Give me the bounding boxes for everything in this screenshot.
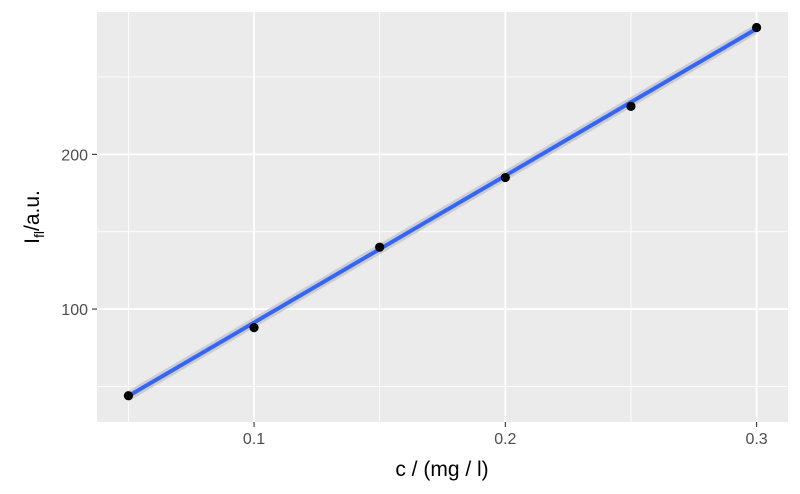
data-points — [123, 22, 762, 401]
x-tick-label-0: 0.1 — [243, 431, 265, 448]
y-axis-title-subscript: fl — [31, 231, 47, 238]
axis-ticks — [92, 153, 758, 427]
y-axis-title-rest: /a.u. — [21, 190, 44, 231]
y-tick-label-0: 100 — [61, 302, 88, 319]
y-axis-title: Ifl/a.u. — [21, 190, 47, 244]
x-tick-label-1: 0.2 — [494, 431, 516, 448]
y-tick-label-1: 200 — [61, 147, 88, 164]
major-gridlines — [97, 12, 788, 422]
data-point-3 — [500, 172, 510, 183]
x-axis-title: c / (mg / l) — [395, 458, 488, 481]
x-tick-label-2: 0.3 — [745, 431, 767, 448]
data-point-2 — [375, 242, 385, 252]
data-point-4 — [626, 101, 636, 111]
tick-labels: 0.1 0.2 0.3 100 200 — [61, 147, 768, 448]
data-point-0 — [123, 391, 134, 401]
data-point-1 — [249, 323, 259, 333]
fit-line — [127, 27, 758, 398]
y-axis-title-main: I — [21, 238, 44, 244]
fit-layer — [127, 23, 758, 402]
data-point-5 — [751, 22, 762, 33]
